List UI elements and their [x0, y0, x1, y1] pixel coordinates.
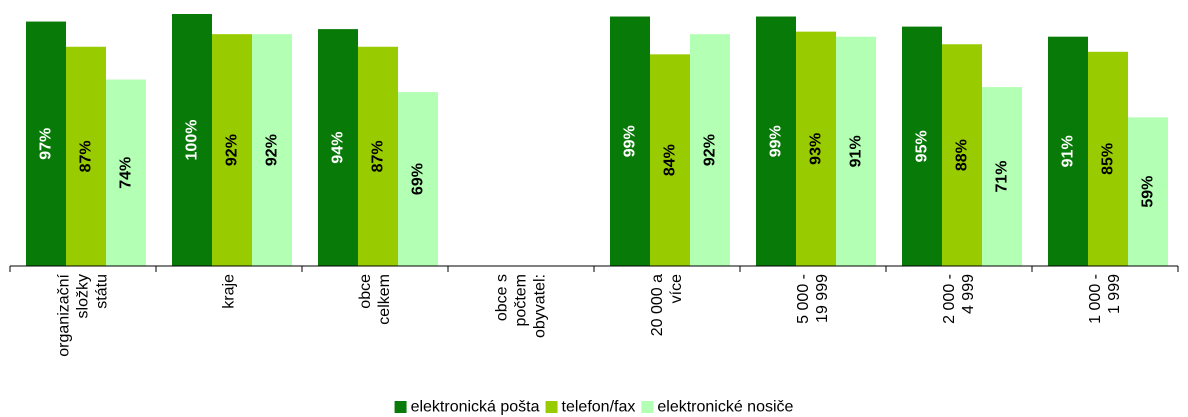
data-label: 88%	[954, 139, 971, 171]
category-label: organizační	[56, 273, 73, 356]
bar	[690, 34, 730, 266]
legend-swatch	[641, 401, 654, 413]
data-label: 85%	[1100, 143, 1117, 175]
bar	[1128, 117, 1168, 266]
data-label: 99%	[622, 125, 639, 157]
data-label: 97%	[38, 128, 55, 160]
category-label: 2 000 -	[941, 274, 958, 324]
category-label: obce	[357, 274, 374, 309]
data-label: 87%	[370, 140, 387, 172]
bar	[398, 92, 438, 267]
category-label: kraje	[221, 274, 238, 309]
bar	[1088, 51, 1128, 266]
category-labels: organizační složky státu kraje obce celkem obc…	[56, 273, 1124, 356]
data-label: 92%	[702, 134, 719, 166]
bar	[982, 87, 1022, 266]
data-label: 95%	[914, 130, 931, 162]
data-label: 59%	[1140, 176, 1157, 208]
data-label: 84%	[662, 144, 679, 176]
category-label: 5 000 -	[795, 274, 812, 324]
category-label: počtem	[513, 274, 530, 326]
data-label: 87%	[78, 140, 95, 172]
bars-layer: 97% 100% 94% 99% 99% 95% 91% 87% 92% 87% 84% 93% 88%…	[26, 14, 1168, 267]
data-label: 92%	[224, 134, 241, 166]
bar	[836, 36, 876, 267]
bar	[796, 31, 836, 266]
legend-swatch	[545, 401, 558, 413]
data-label: 91%	[1060, 135, 1077, 167]
data-label: 74%	[118, 157, 135, 189]
bar	[610, 16, 650, 266]
category-label: 1 999	[1106, 274, 1123, 314]
category-label: obce s	[494, 274, 511, 321]
bar	[650, 54, 690, 266]
data-label: 93%	[808, 133, 825, 165]
bar	[212, 34, 252, 266]
data-label: 100%	[184, 120, 201, 161]
data-label: 69%	[410, 163, 427, 195]
bar	[902, 26, 942, 266]
bar	[756, 16, 796, 266]
bar	[252, 34, 292, 266]
category-label: 19 999	[814, 274, 831, 323]
data-label: 91%	[848, 135, 865, 167]
bar	[26, 21, 66, 267]
bar	[66, 46, 106, 267]
category-label: státu	[94, 274, 111, 309]
category-label: obyvatel:	[532, 274, 549, 338]
data-label: 94%	[330, 132, 347, 164]
category-label: 4 999	[960, 274, 977, 314]
bar	[106, 79, 146, 267]
legend-label: elektronická pošta	[411, 399, 540, 416]
category-label: 20 000 a	[649, 274, 666, 336]
legend: elektronická pošta telefon/fax elektronick…	[394, 399, 794, 416]
legend-label: elektronické nosiče	[657, 399, 793, 416]
bar	[942, 44, 982, 266]
legend-swatch	[394, 401, 407, 413]
data-label: 92%	[264, 134, 281, 166]
category-label: celkem	[376, 274, 393, 325]
bar	[1048, 36, 1088, 267]
bar	[318, 29, 358, 267]
bar	[172, 14, 212, 266]
x-axis	[9, 265, 1179, 272]
category-label: složky	[75, 274, 92, 318]
data-label: 71%	[994, 161, 1011, 193]
legend-label: telefon/fax	[562, 399, 636, 416]
data-label: 99%	[768, 125, 785, 157]
category-label: více	[668, 274, 685, 303]
bar	[358, 46, 398, 267]
category-label: 1 000 -	[1087, 274, 1104, 324]
